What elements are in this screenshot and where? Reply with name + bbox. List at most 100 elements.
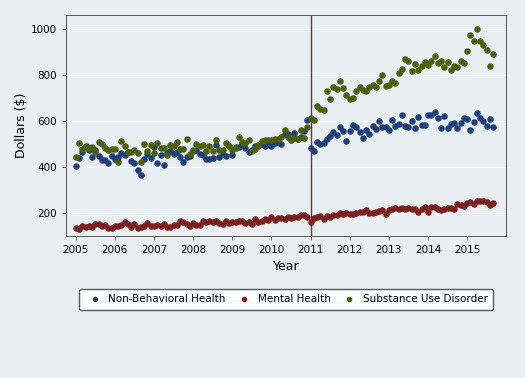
Point: [254, 143, 262, 149]
Point: [182, 221, 191, 227]
Point: [430, 109, 439, 115]
Point: [342, 210, 351, 216]
Point: [160, 221, 168, 227]
Point: [179, 219, 187, 225]
Point: [307, 115, 315, 121]
Point: [401, 123, 410, 129]
Point: [447, 205, 455, 211]
Point: [297, 127, 305, 133]
Point: [401, 206, 410, 212]
Point: [486, 63, 494, 69]
Point: [466, 32, 475, 38]
Point: [195, 152, 204, 158]
Point: [427, 58, 436, 64]
Point: [300, 212, 308, 218]
Point: [114, 223, 122, 229]
Point: [170, 222, 178, 228]
Point: [469, 38, 478, 44]
Point: [274, 139, 282, 146]
Point: [303, 214, 311, 220]
Point: [257, 218, 266, 224]
Point: [290, 135, 299, 141]
Point: [388, 117, 396, 123]
Point: [450, 119, 458, 125]
Point: [153, 160, 162, 166]
Point: [117, 138, 125, 144]
Point: [332, 132, 341, 138]
Point: [394, 70, 403, 76]
Point: [447, 121, 455, 127]
Point: [323, 88, 331, 94]
Point: [192, 147, 201, 153]
Point: [382, 211, 390, 217]
Point: [179, 159, 187, 165]
Point: [284, 214, 292, 220]
Point: [469, 119, 478, 125]
Point: [453, 64, 461, 70]
Point: [133, 225, 142, 231]
Point: [329, 129, 338, 135]
Point: [372, 84, 380, 90]
Point: [173, 149, 181, 155]
Point: [91, 221, 100, 227]
Point: [150, 223, 158, 229]
Point: [195, 223, 204, 229]
Point: [342, 138, 351, 144]
Point: [133, 167, 142, 173]
Point: [293, 214, 302, 220]
Point: [336, 124, 344, 130]
Point: [120, 143, 129, 149]
Point: [143, 149, 152, 155]
Point: [382, 83, 390, 89]
Point: [199, 142, 207, 148]
Point: [166, 224, 174, 230]
Point: [78, 146, 87, 152]
Point: [241, 220, 249, 226]
Point: [91, 147, 100, 153]
Point: [146, 223, 155, 229]
Point: [170, 152, 178, 158]
Point: [444, 124, 452, 130]
Point: [218, 150, 227, 156]
Point: [267, 214, 276, 220]
Point: [463, 48, 471, 54]
Point: [232, 144, 240, 150]
Point: [391, 123, 400, 129]
Point: [473, 26, 481, 32]
Point: [444, 205, 452, 211]
Point: [284, 131, 292, 137]
Point: [414, 209, 423, 215]
Point: [369, 123, 377, 129]
Point: [398, 66, 406, 72]
Point: [300, 129, 308, 135]
Point: [208, 155, 217, 161]
Point: [108, 146, 116, 152]
Point: [404, 124, 413, 130]
Point: [421, 204, 429, 210]
Point: [417, 206, 426, 212]
Point: [414, 114, 423, 120]
Point: [238, 140, 246, 146]
Point: [235, 144, 243, 150]
Point: [228, 147, 236, 153]
Point: [479, 42, 488, 48]
Point: [170, 143, 178, 149]
Point: [150, 144, 158, 150]
Point: [316, 141, 324, 147]
Point: [195, 143, 204, 149]
Point: [424, 209, 432, 215]
Point: [414, 67, 423, 73]
Point: [81, 224, 90, 230]
Point: [469, 201, 478, 207]
Point: [359, 87, 367, 93]
Point: [186, 153, 194, 159]
Point: [349, 122, 357, 129]
Point: [332, 86, 341, 92]
Point: [290, 130, 299, 136]
Point: [434, 60, 442, 66]
Point: [300, 135, 308, 141]
Point: [222, 218, 230, 224]
Point: [375, 118, 383, 124]
Point: [111, 146, 119, 152]
Point: [476, 198, 485, 204]
